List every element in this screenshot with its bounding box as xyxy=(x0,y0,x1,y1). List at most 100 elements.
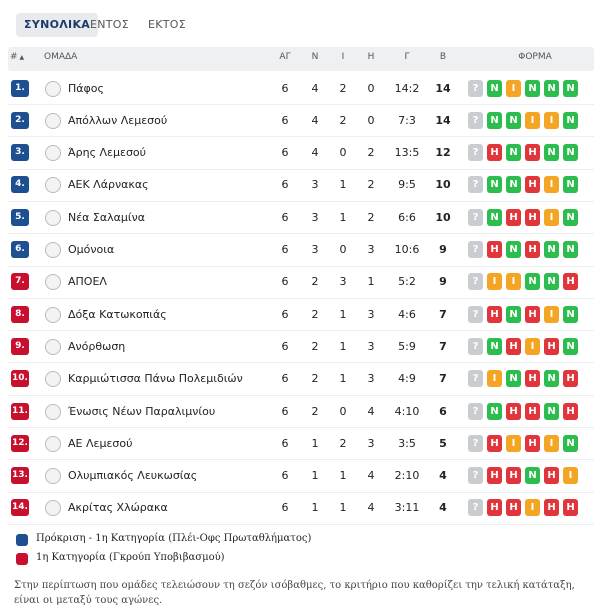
stat-cell: 14:2 xyxy=(394,81,420,95)
form-badge: N xyxy=(563,111,578,129)
stat-cell: 4 xyxy=(367,501,375,515)
table-row[interactable] xyxy=(8,460,594,493)
header-cell: Ι xyxy=(341,52,345,62)
form-badge: H xyxy=(487,467,502,485)
table-row[interactable] xyxy=(8,363,594,396)
stat-cell: 4:6 xyxy=(398,307,416,321)
form-badge: ? xyxy=(468,337,483,355)
table-row[interactable] xyxy=(8,330,594,364)
team-logo xyxy=(45,403,61,420)
tab[interactable]: ΣΥΝΟΛΙΚΑ xyxy=(16,13,99,37)
rank-badge: 13. xyxy=(11,467,29,485)
stat-cell: 1 xyxy=(311,501,319,515)
tab[interactable]: ΕΝΤΟΣ xyxy=(90,18,130,31)
header-cell: Β xyxy=(439,52,447,62)
rank-badge: 6. xyxy=(11,241,29,258)
team-name: ΑΕ Λεμεσού xyxy=(68,436,133,450)
legend-label: 1η Κατηγορία (Γκρούπ Υποβιβασμού) xyxy=(36,552,225,563)
stat-cell: 3 xyxy=(367,307,375,321)
stat-cell: 4 xyxy=(367,469,375,483)
form-badge: H xyxy=(506,499,521,517)
form-badge: I xyxy=(525,111,540,129)
stat-cell: 1 xyxy=(311,469,319,483)
table-row[interactable] xyxy=(8,492,594,525)
tab[interactable]: ΕΚΤΟΣ xyxy=(148,18,186,31)
header-cell: # ▲ xyxy=(10,52,25,62)
form-badge: N xyxy=(487,402,502,420)
table-row[interactable] xyxy=(8,72,594,105)
form-badge: H xyxy=(525,241,540,258)
table-row[interactable] xyxy=(8,395,594,428)
stat-cell: 1 xyxy=(339,372,347,386)
stat-cell: 9 xyxy=(439,243,447,256)
form-badge: N xyxy=(563,337,578,355)
form-badge: H xyxy=(487,241,502,258)
rank-badge: 11. xyxy=(11,402,29,420)
stat-cell: 9 xyxy=(439,275,447,289)
stat-cell: 6 xyxy=(281,146,289,160)
rank-badge: 10. xyxy=(11,370,29,388)
form-badge: N xyxy=(563,305,578,323)
form-badge: I xyxy=(525,499,540,517)
team-logo xyxy=(45,371,61,388)
stat-cell: 4 xyxy=(311,81,319,95)
table-row[interactable] xyxy=(8,169,594,202)
form-badge: N xyxy=(487,79,502,97)
stat-cell: 3:5 xyxy=(398,436,416,450)
form-badge: N xyxy=(525,273,540,291)
rank-badge: 12. xyxy=(11,434,29,452)
form-badge: I xyxy=(487,273,502,291)
team-logo xyxy=(45,468,61,485)
form-badge: ? xyxy=(468,79,483,97)
form-badge: N xyxy=(487,176,502,194)
team-name: Ανόρθωση xyxy=(68,339,126,353)
table-row[interactable] xyxy=(8,137,594,170)
form-badge: N xyxy=(563,144,578,162)
table-row[interactable] xyxy=(8,427,594,461)
table-row[interactable] xyxy=(8,298,594,332)
team-logo xyxy=(45,145,61,162)
form-badge: H xyxy=(544,337,559,355)
form-badge: ? xyxy=(468,241,483,258)
stat-cell: 2:10 xyxy=(394,469,420,483)
stat-cell: 6 xyxy=(281,372,289,386)
table-row[interactable] xyxy=(8,234,594,267)
note: Στην περίπτωση που ομάδες τελειώσουν τη … xyxy=(14,580,575,606)
stat-cell: 7:3 xyxy=(398,113,416,127)
rank-badge: 1. xyxy=(11,79,29,97)
stat-cell: 0 xyxy=(367,81,375,95)
stat-cell: 4:9 xyxy=(398,372,416,386)
form-badge: ? xyxy=(468,305,483,323)
form-badge: N xyxy=(563,241,578,258)
stat-cell: 4 xyxy=(439,469,447,483)
stat-cell: 3 xyxy=(311,210,319,224)
stat-cell: 3 xyxy=(367,243,375,256)
table-row[interactable] xyxy=(8,266,594,299)
stat-cell: 1 xyxy=(339,501,347,515)
table-row[interactable] xyxy=(8,104,594,138)
stat-cell: 10 xyxy=(435,178,451,192)
team-logo xyxy=(45,274,61,291)
stat-cell: 3 xyxy=(339,275,347,289)
form-badge: H xyxy=(506,337,521,355)
form-badge: H xyxy=(525,434,540,452)
form-badge: I xyxy=(544,111,559,129)
stat-cell: 10:6 xyxy=(394,243,420,256)
form-badge: N xyxy=(563,79,578,97)
form-badge: I xyxy=(506,79,521,97)
form-badge: H xyxy=(544,499,559,517)
table-row[interactable] xyxy=(8,201,594,235)
form-badge: I xyxy=(544,434,559,452)
rank-badge: 7. xyxy=(11,273,29,291)
stat-cell: 5:9 xyxy=(398,339,416,353)
form-badge: H xyxy=(563,499,578,517)
stat-cell: 2 xyxy=(367,146,375,160)
stat-cell: 2 xyxy=(311,275,319,289)
form-badge: N xyxy=(563,434,578,452)
form-badge: H xyxy=(487,144,502,162)
form-badge: N xyxy=(563,176,578,194)
stat-cell: 5 xyxy=(439,436,447,450)
form-badge: H xyxy=(487,499,502,517)
header-cell: Γ xyxy=(404,52,410,62)
form-badge: H xyxy=(487,305,502,323)
